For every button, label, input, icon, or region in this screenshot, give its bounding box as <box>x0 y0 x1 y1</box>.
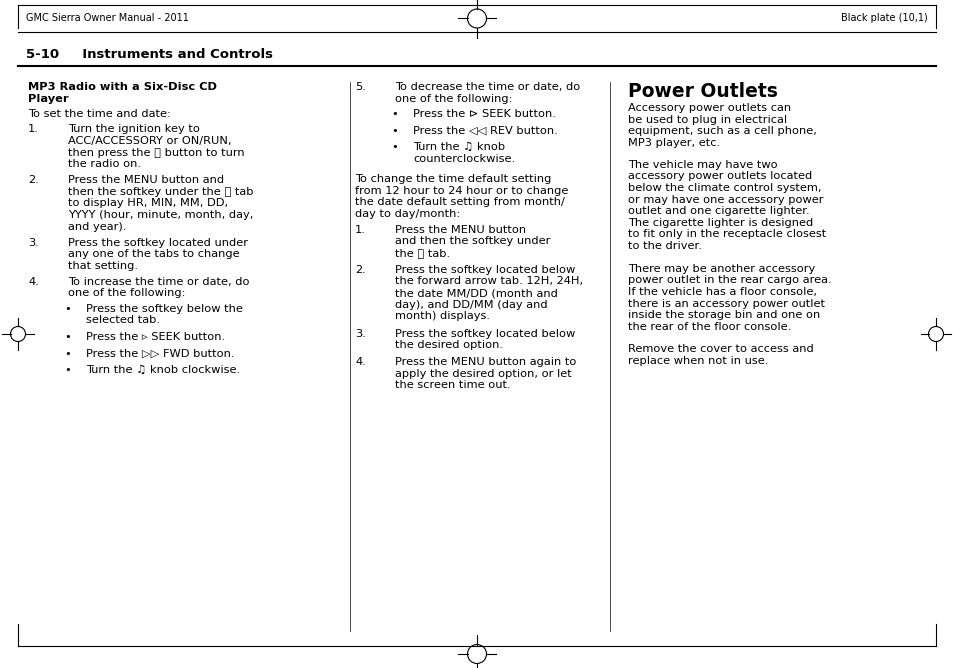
Text: Turn the ♫ knob
counterclockwise.: Turn the ♫ knob counterclockwise. <box>413 142 515 164</box>
Text: Press the ⊳ SEEK button.: Press the ⊳ SEEK button. <box>413 109 556 119</box>
Text: To decrease the time or date, do
one of the following:: To decrease the time or date, do one of … <box>395 82 579 104</box>
Text: •: • <box>64 304 71 314</box>
Text: Turn the ignition key to
ACC/ACCESSORY or ON/RUN,
then press the ⏻ button to tur: Turn the ignition key to ACC/ACCESSORY o… <box>68 124 244 169</box>
Text: 5.: 5. <box>355 82 366 92</box>
Text: There may be another accessory
power outlet in the rear cargo area.
If the vehic: There may be another accessory power out… <box>627 264 831 332</box>
Text: •: • <box>391 109 397 119</box>
Text: 5-10     Instruments and Controls: 5-10 Instruments and Controls <box>26 47 273 61</box>
Text: •: • <box>64 332 71 342</box>
Text: Press the ▹ SEEK button.: Press the ▹ SEEK button. <box>86 332 225 342</box>
Text: GMC Sierra Owner Manual - 2011: GMC Sierra Owner Manual - 2011 <box>26 13 189 23</box>
Text: Turn the ♫ knob clockwise.: Turn the ♫ knob clockwise. <box>86 365 240 375</box>
Text: Black plate (10,1): Black plate (10,1) <box>841 13 927 23</box>
Text: Press the MENU button again to
apply the desired option, or let
the screen time : Press the MENU button again to apply the… <box>395 357 576 390</box>
Text: Accessory power outlets can
be used to plug in electrical
equipment, such as a c: Accessory power outlets can be used to p… <box>627 104 816 148</box>
Text: Press the MENU button and
then the softkey under the ⏙ tab
to display HR, MIN, M: Press the MENU button and then the softk… <box>68 175 253 232</box>
Text: Press the softkey located below
the desired option.: Press the softkey located below the desi… <box>395 329 575 350</box>
Text: Press the softkey located under
any one of the tabs to change
that setting.: Press the softkey located under any one … <box>68 238 248 271</box>
Text: •: • <box>64 349 71 359</box>
Text: 2.: 2. <box>355 265 365 275</box>
Text: Player: Player <box>28 94 69 104</box>
Text: Press the MENU button
and then the softkey under
the ⏙ tab.: Press the MENU button and then the softk… <box>395 224 550 258</box>
Text: Press the softkey located below
the forward arrow tab. 12H, 24H,
the date MM/DD : Press the softkey located below the forw… <box>395 265 582 321</box>
Text: Remove the cover to access and
replace when not in use.: Remove the cover to access and replace w… <box>627 344 813 365</box>
Text: •: • <box>391 142 397 152</box>
Text: 4.: 4. <box>355 357 365 367</box>
Text: The vehicle may have two
accessory power outlets located
below the climate contr: The vehicle may have two accessory power… <box>627 160 825 251</box>
Text: MP3 Radio with a Six-Disc CD: MP3 Radio with a Six-Disc CD <box>28 82 216 92</box>
Text: 2.: 2. <box>28 175 39 185</box>
Text: Press the ◁◁ REV button.: Press the ◁◁ REV button. <box>413 126 558 136</box>
Text: To set the time and date:: To set the time and date: <box>28 109 171 119</box>
Text: Press the softkey below the
selected tab.: Press the softkey below the selected tab… <box>86 304 243 325</box>
Text: 1.: 1. <box>28 124 39 134</box>
Text: Power Outlets: Power Outlets <box>627 82 777 101</box>
Text: To change the time default setting
from 12 hour to 24 hour or to change
the date: To change the time default setting from … <box>355 174 568 219</box>
Text: 3.: 3. <box>355 329 366 339</box>
Text: •: • <box>64 365 71 375</box>
Text: 3.: 3. <box>28 238 39 248</box>
Text: Press the ▷▷ FWD button.: Press the ▷▷ FWD button. <box>86 349 234 359</box>
Text: To increase the time or date, do
one of the following:: To increase the time or date, do one of … <box>68 277 250 299</box>
Text: 1.: 1. <box>355 224 366 234</box>
Text: 4.: 4. <box>28 277 39 287</box>
Text: •: • <box>391 126 397 136</box>
